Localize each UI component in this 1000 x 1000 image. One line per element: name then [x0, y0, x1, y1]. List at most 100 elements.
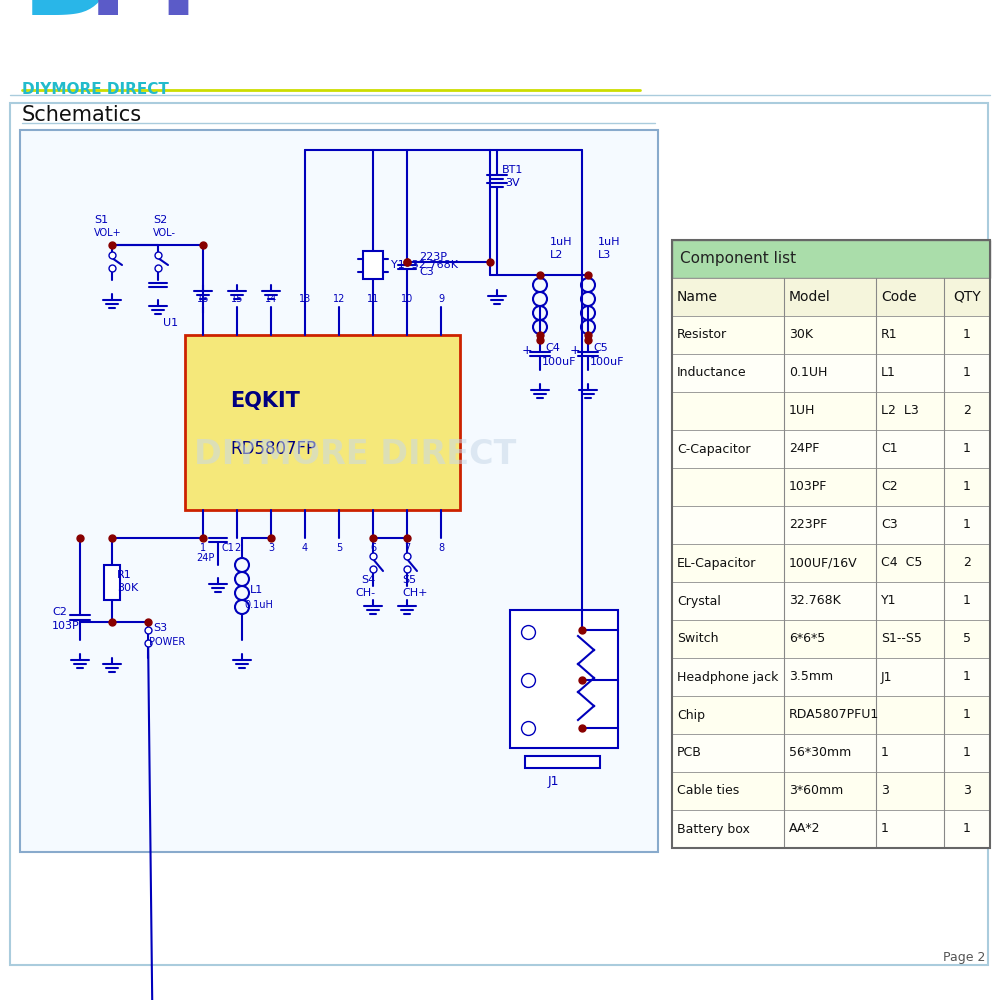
- Bar: [672, 468, 990, 506]
- Text: 103PF: 103PF: [789, 481, 827, 493]
- Bar: [104, 565, 120, 600]
- Text: Switch: Switch: [677, 633, 718, 646]
- Text: 6*6*5: 6*6*5: [789, 633, 825, 646]
- Bar: [10, 103, 988, 965]
- Text: C1: C1: [881, 442, 898, 456]
- Text: RDA5807PFU1: RDA5807PFU1: [789, 708, 879, 722]
- Bar: [672, 392, 990, 430]
- Text: 14: 14: [265, 294, 277, 304]
- Text: EQKIT: EQKIT: [230, 391, 300, 412]
- Bar: [672, 240, 990, 278]
- Text: Model: Model: [789, 290, 831, 304]
- Bar: [672, 278, 990, 316]
- Text: U1: U1: [163, 318, 178, 328]
- Text: QTY: QTY: [953, 290, 981, 304]
- Text: 2: 2: [963, 556, 971, 570]
- Bar: [672, 734, 990, 772]
- Text: C2: C2: [881, 481, 898, 493]
- Bar: [672, 696, 990, 734]
- Text: 103P: 103P: [52, 621, 80, 631]
- Text: L2  L3: L2 L3: [881, 404, 919, 418]
- Text: 0.1UH: 0.1UH: [789, 366, 827, 379]
- Bar: [672, 430, 990, 468]
- Bar: [672, 354, 990, 392]
- Text: S2: S2: [153, 215, 167, 225]
- Text: 223P: 223P: [419, 252, 447, 262]
- Bar: [510, 610, 618, 748]
- Text: 2: 2: [963, 404, 971, 418]
- Bar: [185, 335, 460, 510]
- Text: C5: C5: [593, 343, 608, 353]
- Text: VOL-: VOL-: [153, 228, 176, 238]
- Text: C1: C1: [221, 543, 234, 553]
- Text: EL-Capacitor: EL-Capacitor: [677, 556, 756, 570]
- Text: 30K: 30K: [117, 583, 138, 593]
- Text: Battery box: Battery box: [677, 822, 750, 836]
- Text: Resistor: Resistor: [677, 328, 727, 342]
- Text: Code: Code: [881, 290, 917, 304]
- Text: VOL+: VOL+: [94, 228, 122, 238]
- Text: POWER: POWER: [149, 637, 185, 647]
- Bar: [672, 620, 990, 658]
- Text: Y1  32.768K: Y1 32.768K: [391, 260, 458, 270]
- Text: 24PF: 24PF: [789, 442, 819, 456]
- Text: 6: 6: [370, 543, 376, 553]
- Bar: [20, 130, 658, 852]
- Text: 5: 5: [336, 543, 342, 553]
- Text: Name: Name: [677, 290, 718, 304]
- Text: 3: 3: [268, 543, 274, 553]
- Text: 1: 1: [200, 543, 206, 553]
- Text: 32.768K: 32.768K: [789, 594, 841, 607]
- Text: 1: 1: [963, 822, 971, 836]
- Text: C2: C2: [52, 607, 67, 617]
- Text: 3*60mm: 3*60mm: [789, 784, 843, 798]
- Bar: [672, 658, 990, 696]
- Text: 100uF: 100uF: [542, 357, 576, 367]
- Text: C4: C4: [545, 343, 560, 353]
- Bar: [672, 544, 990, 582]
- Text: 7: 7: [404, 543, 410, 553]
- Text: RD5807FP: RD5807FP: [230, 440, 316, 458]
- Text: 1uH: 1uH: [550, 237, 572, 247]
- Text: D: D: [22, 0, 114, 38]
- Text: 56*30mm: 56*30mm: [789, 746, 851, 760]
- Text: S4: S4: [361, 575, 375, 585]
- Text: Component list: Component list: [680, 251, 796, 266]
- Bar: [672, 506, 990, 544]
- Text: L1: L1: [250, 585, 263, 595]
- Text: 1: 1: [881, 822, 889, 836]
- Text: 1: 1: [963, 328, 971, 342]
- Text: L3: L3: [598, 250, 611, 260]
- Text: S1--S5: S1--S5: [881, 633, 922, 646]
- Text: 1: 1: [963, 366, 971, 379]
- Text: Chip: Chip: [677, 708, 705, 722]
- Text: 1: 1: [963, 594, 971, 607]
- Text: Headphone jack: Headphone jack: [677, 670, 778, 684]
- Text: 0.1uH: 0.1uH: [244, 600, 273, 610]
- Text: 13: 13: [299, 294, 311, 304]
- Text: 2: 2: [234, 543, 240, 553]
- Text: 1: 1: [963, 746, 971, 760]
- Text: Y1: Y1: [881, 594, 896, 607]
- Text: C3: C3: [881, 518, 898, 532]
- Text: 1uH: 1uH: [598, 237, 620, 247]
- Text: AA*2: AA*2: [789, 822, 820, 836]
- Text: 3V: 3V: [505, 178, 520, 188]
- Text: C3: C3: [419, 267, 434, 277]
- Text: 223PF: 223PF: [789, 518, 827, 532]
- Text: +: +: [522, 344, 533, 357]
- Text: S3: S3: [153, 623, 167, 633]
- Bar: [672, 316, 990, 354]
- Text: S5: S5: [402, 575, 416, 585]
- Text: 3.5mm: 3.5mm: [789, 670, 833, 684]
- Text: BT1: BT1: [502, 165, 523, 175]
- Bar: [672, 582, 990, 620]
- Bar: [672, 810, 990, 848]
- Text: J1: J1: [548, 776, 560, 788]
- Text: 30K: 30K: [789, 328, 813, 342]
- Text: 1: 1: [963, 708, 971, 722]
- Text: 1: 1: [963, 442, 971, 456]
- Text: M: M: [88, 0, 199, 38]
- Text: 9: 9: [438, 294, 444, 304]
- Text: L1: L1: [881, 366, 896, 379]
